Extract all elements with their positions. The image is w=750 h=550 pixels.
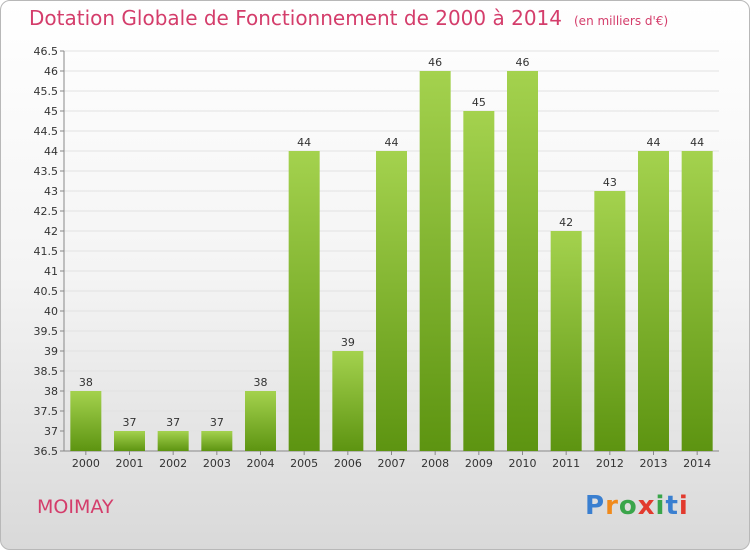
y-tick-label: 46 — [44, 65, 58, 78]
y-tick-label: 37 — [44, 425, 58, 438]
bar-2007 — [376, 151, 407, 451]
bar-2003 — [201, 431, 233, 451]
x-tick-label-2008: 2008 — [421, 457, 449, 470]
y-tick-label: 45.5 — [34, 85, 59, 98]
bar-2009 — [463, 111, 495, 451]
data-label-2004: 38 — [254, 376, 268, 389]
bar-2005 — [288, 151, 320, 451]
y-tick-label: 44 — [44, 145, 58, 158]
bar-2004 — [245, 391, 276, 451]
data-label-2010: 46 — [516, 56, 530, 69]
x-tick-label-2006: 2006 — [334, 457, 362, 470]
data-label-2002: 37 — [166, 416, 180, 429]
y-tick-label: 40 — [44, 305, 58, 318]
logo-letter: t — [665, 491, 679, 521]
x-tick-label-2003: 2003 — [203, 457, 231, 470]
data-label-2008: 46 — [428, 56, 442, 69]
data-label-2007: 44 — [385, 136, 399, 149]
y-tick-label: 44.5 — [34, 125, 59, 138]
data-label-2011: 42 — [559, 216, 573, 229]
x-tick-label-2010: 2010 — [509, 457, 537, 470]
x-tick-label-2009: 2009 — [465, 457, 493, 470]
x-tick-label-2011: 2011 — [552, 457, 580, 470]
chart-subtitle: (en milliers d'€) — [574, 14, 669, 28]
x-tick-label-2002: 2002 — [159, 457, 187, 470]
data-label-2006: 39 — [341, 336, 355, 349]
bar-2002 — [157, 431, 189, 451]
data-label-2012: 43 — [603, 176, 617, 189]
logo-letter: i — [655, 491, 666, 521]
y-tick-label: 41 — [44, 265, 58, 278]
title-text: Dotation Globale de Fonctionnement de 20… — [29, 6, 562, 30]
y-tick-label: 36.5 — [34, 445, 59, 458]
y-tick-label: 45 — [44, 105, 58, 118]
x-tick-label-2005: 2005 — [290, 457, 318, 470]
x-tick-label-2001: 2001 — [116, 457, 144, 470]
bar-2010 — [507, 71, 538, 451]
data-label-2003: 37 — [210, 416, 224, 429]
y-tick-label: 41.5 — [34, 245, 59, 258]
y-tick-label: 42 — [44, 225, 58, 238]
y-tick-label: 40.5 — [34, 285, 59, 298]
commune-name: MOIMAY — [37, 496, 114, 518]
logo-letter: o — [618, 491, 638, 521]
bar-2011 — [550, 231, 582, 451]
y-tick-label: 39.5 — [34, 325, 59, 338]
x-tick-label-2004: 2004 — [247, 457, 275, 470]
bar-2008 — [419, 71, 451, 451]
labels: 36.5 37 37.5 38 38.5 39 39.5 40 40.5 41 41.5 42 42.5… — [34, 45, 712, 470]
proxiti-logo: Proxiti — [585, 491, 689, 521]
logo-letter: r — [605, 491, 619, 521]
bar-2006 — [332, 351, 364, 451]
data-label-2005: 44 — [297, 136, 311, 149]
y-tick-label: 39 — [44, 345, 58, 358]
y-tick-label: 42.5 — [34, 205, 59, 218]
data-label-2013: 44 — [647, 136, 661, 149]
x-tick-label-2014: 2014 — [683, 457, 711, 470]
data-label-2001: 37 — [123, 416, 137, 429]
x-tick-label-2013: 2013 — [640, 457, 668, 470]
y-tick-label: 37.5 — [34, 405, 59, 418]
chart-title: Dotation Globale de Fonctionnement de 20… — [29, 6, 668, 30]
logo-letter: x — [637, 491, 656, 521]
y-tick-label: 38.5 — [34, 365, 59, 378]
bar-2001 — [114, 431, 145, 451]
bar-2000 — [70, 391, 102, 451]
data-label-2014: 44 — [690, 136, 704, 149]
logo-letter: i — [678, 491, 689, 521]
data-label-2000: 38 — [79, 376, 93, 389]
y-tick-label: 43.5 — [34, 165, 59, 178]
x-tick-label-2007: 2007 — [378, 457, 406, 470]
bar-2014 — [681, 151, 713, 451]
bars — [70, 71, 713, 451]
x-tick-label-2012: 2012 — [596, 457, 624, 470]
data-label-2009: 45 — [472, 96, 486, 109]
bar-2012 — [594, 191, 626, 451]
bar-2013 — [638, 151, 669, 451]
y-tick-label: 38 — [44, 385, 58, 398]
y-tick-label: 46.5 — [34, 45, 59, 58]
logo-letter: P — [585, 491, 606, 521]
x-tick-label-2000: 2000 — [72, 457, 100, 470]
y-tick-label: 43 — [44, 185, 58, 198]
